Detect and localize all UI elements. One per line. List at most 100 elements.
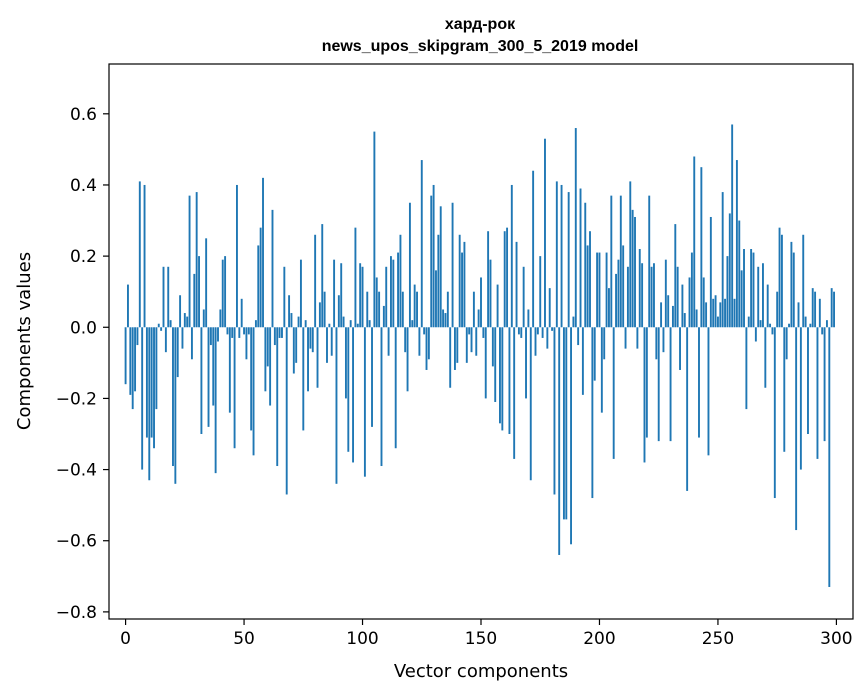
bar bbox=[326, 327, 328, 363]
bar bbox=[532, 170, 535, 328]
bar bbox=[183, 313, 186, 328]
bar bbox=[783, 327, 786, 452]
bar bbox=[693, 156, 696, 328]
bar bbox=[456, 327, 459, 363]
bar bbox=[553, 327, 556, 495]
bar bbox=[560, 184, 563, 328]
x-tick-label: 250 bbox=[702, 629, 734, 649]
bar bbox=[762, 263, 764, 328]
bar bbox=[252, 327, 255, 456]
plot-frame bbox=[108, 63, 854, 620]
bar bbox=[292, 327, 295, 374]
bar bbox=[797, 302, 800, 328]
bar bbox=[477, 309, 480, 328]
bar bbox=[219, 309, 222, 328]
bar bbox=[243, 327, 246, 335]
bar bbox=[596, 252, 599, 328]
bar bbox=[636, 327, 639, 349]
bar bbox=[432, 184, 435, 328]
bar bbox=[702, 277, 705, 328]
bar bbox=[724, 298, 726, 328]
bar bbox=[795, 327, 798, 531]
bar bbox=[257, 245, 260, 328]
bar bbox=[688, 277, 691, 328]
bar bbox=[359, 263, 362, 328]
bar bbox=[615, 273, 618, 328]
bar bbox=[716, 316, 719, 328]
bar bbox=[572, 316, 575, 328]
bar bbox=[226, 327, 229, 335]
bar bbox=[129, 327, 132, 395]
bar bbox=[420, 160, 423, 328]
bar bbox=[285, 327, 288, 495]
bar bbox=[169, 320, 172, 328]
bar bbox=[212, 327, 215, 406]
bar bbox=[541, 327, 544, 338]
bar bbox=[522, 266, 525, 328]
bar bbox=[418, 327, 421, 356]
bar bbox=[738, 220, 741, 328]
bar bbox=[487, 231, 490, 328]
bar bbox=[671, 305, 674, 328]
bar bbox=[323, 291, 326, 328]
x-tick-label: 50 bbox=[233, 629, 255, 649]
bar bbox=[709, 216, 712, 328]
bar bbox=[624, 327, 627, 349]
bar bbox=[172, 327, 174, 467]
bar bbox=[499, 327, 501, 424]
bar bbox=[307, 327, 309, 392]
bar bbox=[349, 320, 352, 328]
bar bbox=[612, 327, 615, 459]
bar bbox=[634, 216, 636, 328]
bar bbox=[427, 327, 430, 360]
bar bbox=[295, 327, 298, 363]
bar bbox=[330, 327, 333, 356]
bar bbox=[503, 231, 506, 328]
bar bbox=[425, 327, 428, 370]
bar bbox=[584, 202, 587, 328]
bar bbox=[721, 192, 724, 328]
bar bbox=[162, 266, 165, 328]
y-tick-label: −0.6 bbox=[56, 532, 97, 552]
bar bbox=[281, 327, 283, 338]
bar bbox=[278, 327, 281, 338]
bar bbox=[150, 327, 153, 438]
bar bbox=[638, 249, 641, 328]
bar bbox=[354, 227, 357, 328]
chart-subtitle: news_upos_skipgram_300_5_2019 model bbox=[322, 38, 639, 55]
bar bbox=[821, 327, 824, 335]
bar bbox=[259, 227, 262, 328]
bar bbox=[143, 184, 146, 328]
bar bbox=[802, 234, 805, 328]
bar bbox=[181, 327, 184, 349]
x-axis-label: Vector components bbox=[394, 661, 568, 682]
bar bbox=[593, 327, 596, 381]
bar bbox=[650, 266, 653, 328]
bar bbox=[551, 327, 554, 331]
bar bbox=[179, 295, 182, 328]
bar bbox=[778, 227, 781, 328]
bar bbox=[586, 245, 589, 328]
bar bbox=[667, 295, 670, 328]
bar bbox=[603, 327, 606, 360]
bar bbox=[517, 327, 520, 335]
bar bbox=[200, 327, 203, 434]
bar bbox=[482, 327, 485, 338]
bar bbox=[825, 320, 828, 328]
bar bbox=[238, 327, 241, 338]
bar bbox=[209, 327, 212, 346]
bar bbox=[461, 252, 463, 328]
bar bbox=[536, 327, 539, 335]
bar bbox=[600, 327, 603, 413]
bar bbox=[544, 138, 546, 328]
bar bbox=[273, 327, 276, 346]
bar bbox=[506, 227, 509, 328]
bar bbox=[356, 323, 359, 328]
bar bbox=[188, 195, 191, 328]
bar bbox=[475, 327, 478, 356]
bar bbox=[484, 327, 487, 399]
x-tick-label: 300 bbox=[820, 629, 852, 649]
bar bbox=[366, 291, 369, 328]
bar bbox=[501, 327, 504, 431]
bar bbox=[539, 256, 542, 328]
